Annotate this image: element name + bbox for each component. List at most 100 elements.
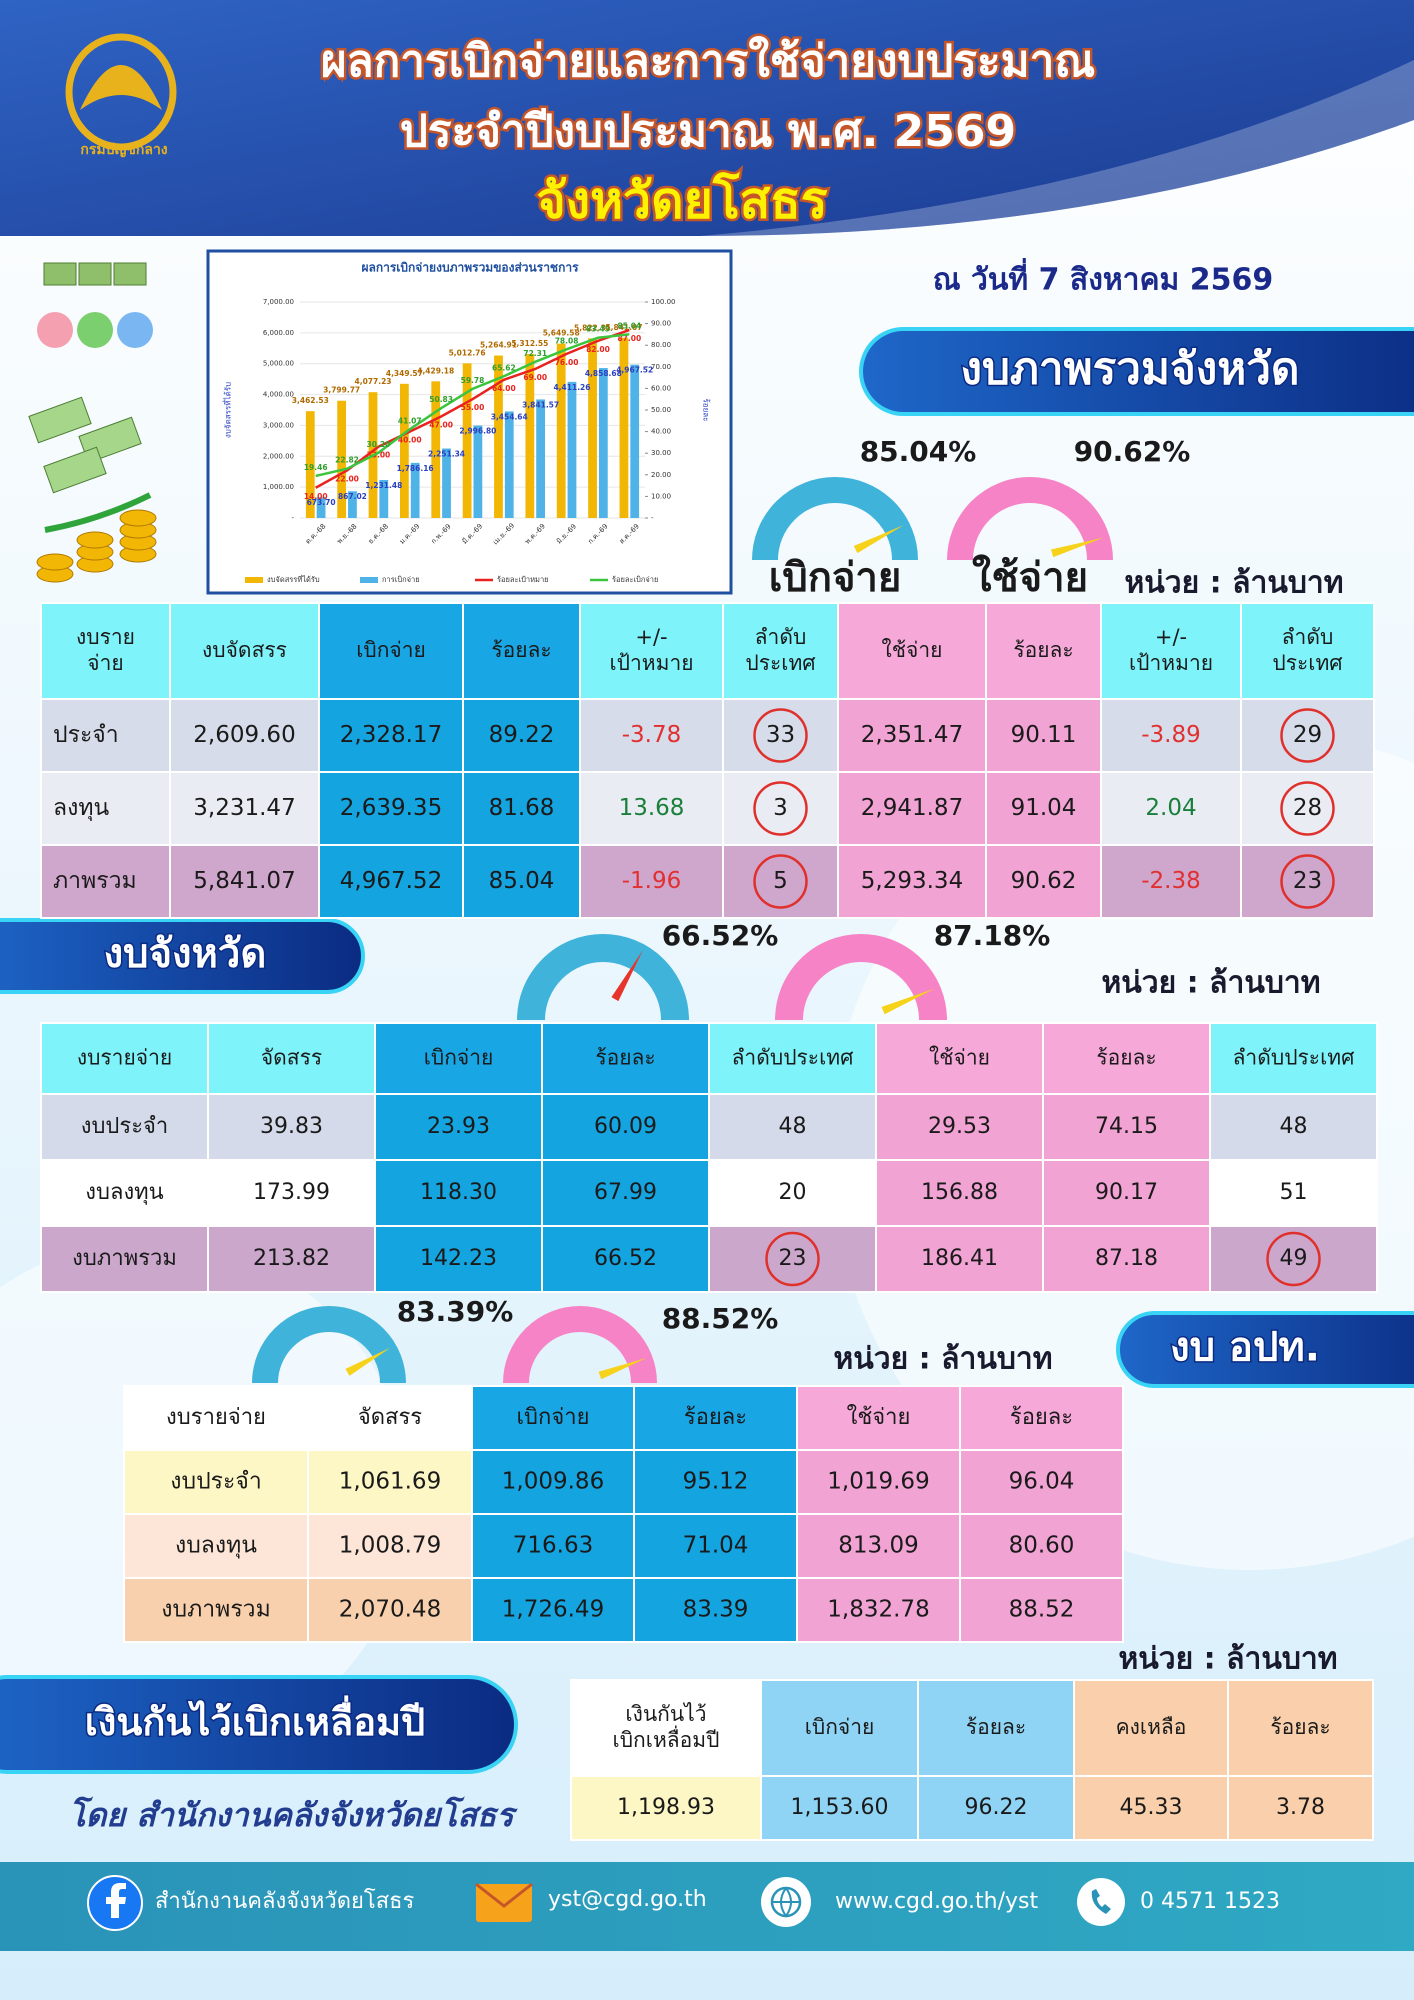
table-value: 1,019.69 [827, 1469, 929, 1495]
phone-icon [1077, 1878, 1125, 1926]
legend-label: ร้อยละเป้าหมาย [497, 575, 549, 584]
line-series [315, 328, 630, 489]
table-value: 2.04 [1145, 795, 1196, 821]
footer-facebook: สำนักงานคลังจังหวัดยโสธร [155, 1888, 415, 1914]
data-label: 83.45 [586, 325, 610, 334]
data-label: 59.78 [461, 376, 485, 385]
table-value: 29.53 [928, 1114, 991, 1139]
table-header: ร้อยละ [684, 1405, 747, 1430]
table-cell [1240, 771, 1375, 846]
text-line: ลำดับ [1282, 625, 1334, 649]
gauge-arc [947, 477, 1113, 561]
rank-circle [753, 781, 808, 836]
bar [525, 354, 535, 518]
table-header-cell [708, 1022, 877, 1095]
table-cell [1240, 844, 1375, 919]
table-header-cell [462, 602, 581, 700]
table-header: +/-เป้าหมาย [609, 625, 693, 675]
gauge-needle [881, 988, 935, 1015]
banner [0, 918, 365, 994]
bar [598, 368, 608, 518]
table-cell [1100, 844, 1242, 919]
facebook-glyph [106, 1883, 126, 1918]
growth-arrow [44, 492, 152, 533]
y2-tick-label: - [651, 514, 654, 522]
table-cell [837, 844, 987, 919]
table-cell [169, 844, 320, 919]
table-cell [985, 771, 1102, 846]
unit-label: หน่วย : ล้านบาท [1102, 966, 1321, 1001]
table-value: 5,841.07 [193, 868, 295, 894]
credit: โดย สำนักงานคลังจังหวัดยโสธร [68, 1796, 518, 1834]
table-value: 91.04 [1011, 795, 1077, 821]
text-line: จ่าย [87, 651, 123, 675]
table-header: ลำดับประเทศ [1272, 625, 1343, 675]
table-value: งบลงทุน [85, 1180, 163, 1205]
table-cell [40, 1225, 209, 1293]
money-icon [43, 262, 77, 286]
y-axis-label: งบจัดสรรที่ได้รับ [222, 382, 233, 438]
bar [462, 363, 472, 518]
table-value: 71.04 [683, 1533, 749, 1559]
y2-tick-label: 70.00 [651, 363, 671, 371]
data-label: 5,841.07 [605, 323, 642, 332]
data-label: 47.00 [429, 420, 453, 429]
bar [536, 399, 546, 518]
table-cell [579, 698, 724, 773]
data-label: 82.00 [586, 345, 610, 354]
rank-circle [753, 708, 808, 763]
table-value: 2,351.47 [861, 722, 963, 748]
chart-title: ผลการเบิกจ่ายงบภาพรวมของส่วนราชการ [361, 261, 579, 275]
table-header: ร้อยละ [1270, 1715, 1330, 1739]
legend-swatch [245, 577, 263, 583]
table-value: 1,153.60 [791, 1795, 889, 1820]
table-header: เบิกจ่าย [424, 1046, 494, 1070]
table-value: 23 [1293, 868, 1322, 894]
table-cell [1209, 1093, 1378, 1161]
data-label: 4,858.68 [585, 369, 622, 378]
table-cell [633, 1513, 798, 1579]
people-icon [117, 312, 153, 348]
table-header-cell [959, 1385, 1124, 1451]
table-value: -3.78 [622, 722, 682, 748]
table-value: 83.39 [683, 1597, 749, 1623]
line-series [315, 333, 630, 478]
data-label: 4,077.23 [355, 377, 392, 386]
text-line: +/- [635, 625, 667, 649]
coin-icon [119, 509, 157, 527]
table-cell [760, 1775, 919, 1841]
rank-circle [1280, 708, 1335, 763]
gauge-arc [517, 934, 689, 1021]
data-label: 867.02 [338, 492, 367, 501]
table-header: ใช้จ่าย [882, 638, 943, 662]
table-value: 67.99 [594, 1180, 657, 1205]
table-cell [579, 844, 724, 919]
gauge-needle [598, 1357, 647, 1380]
table-cell [374, 1225, 543, 1293]
rank-circle [1280, 854, 1335, 909]
data-label: 41.07 [398, 416, 422, 425]
text-line: เบิกเหลื่อมปี [613, 1725, 720, 1752]
table-value: 2,639.35 [340, 795, 442, 821]
table-value: 96.04 [1009, 1469, 1075, 1495]
table-value: 33 [766, 722, 795, 748]
bar [410, 462, 420, 518]
table-value: 156.88 [921, 1180, 998, 1205]
table-value: -1.96 [622, 868, 682, 894]
table-header-cell [307, 1385, 473, 1451]
table-value: 45.33 [1120, 1795, 1183, 1820]
table-header-cell [579, 602, 724, 700]
table-value: 28 [1293, 795, 1322, 821]
table-header: ใช้จ่าย [929, 1046, 990, 1070]
table-value: 1,198.93 [617, 1795, 715, 1820]
gauge-value: 87.18% [934, 919, 1051, 952]
table-header: ร้อยละ [966, 1715, 1026, 1739]
table-cell [1240, 698, 1375, 773]
gauge-value: 66.52% [662, 919, 779, 952]
bar [379, 480, 389, 518]
data-label: 85.04 [617, 321, 641, 330]
table-cell [722, 771, 839, 846]
table-value: 2,328.17 [340, 722, 442, 748]
table-value: 81.68 [489, 795, 555, 821]
